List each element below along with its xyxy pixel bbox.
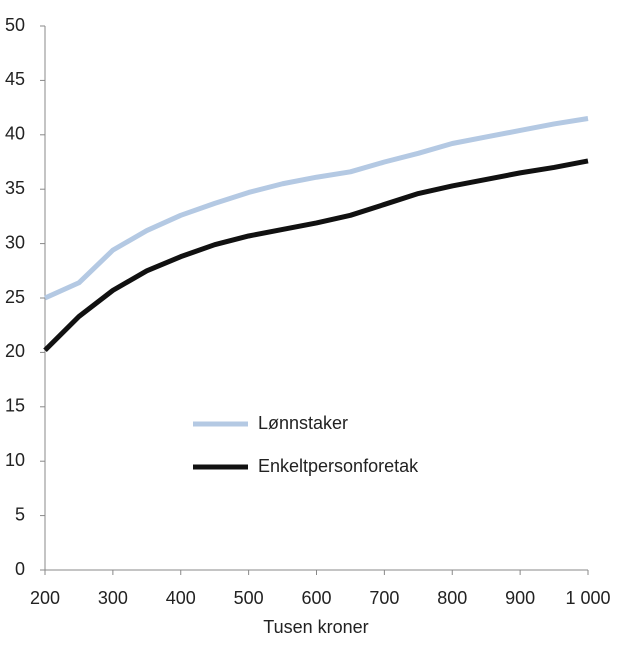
x-tick-label: 600: [301, 588, 331, 608]
legend-label: Enkeltpersonforetak: [258, 456, 419, 476]
x-tick-label: 500: [234, 588, 264, 608]
series-line: [43, 116, 589, 301]
y-tick-label: 30: [5, 232, 25, 252]
y-tick-label: 35: [5, 178, 25, 198]
x-tick-label: 900: [505, 588, 535, 608]
series-line: [43, 158, 589, 352]
x-tick-label: 1 000: [565, 588, 610, 608]
x-tick-label: 300: [98, 588, 128, 608]
x-tick-label: 700: [369, 588, 399, 608]
y-tick-label: 10: [5, 450, 25, 470]
x-tick-label: 200: [30, 588, 60, 608]
x-axis-label: Tusen kroner: [263, 617, 368, 637]
legend-label: Lønnstaker: [258, 413, 348, 433]
y-tick-label: 15: [5, 396, 25, 416]
y-tick-label: 5: [15, 504, 25, 524]
x-tick-label: 400: [166, 588, 196, 608]
y-tick-label: 25: [5, 287, 25, 307]
x-tick-label: 800: [437, 588, 467, 608]
y-tick-label: 0: [15, 559, 25, 579]
y-tick-label: 20: [5, 341, 25, 361]
y-tick-label: 50: [5, 15, 25, 35]
y-tick-label: 40: [5, 124, 25, 144]
y-tick-label: 45: [5, 69, 25, 89]
